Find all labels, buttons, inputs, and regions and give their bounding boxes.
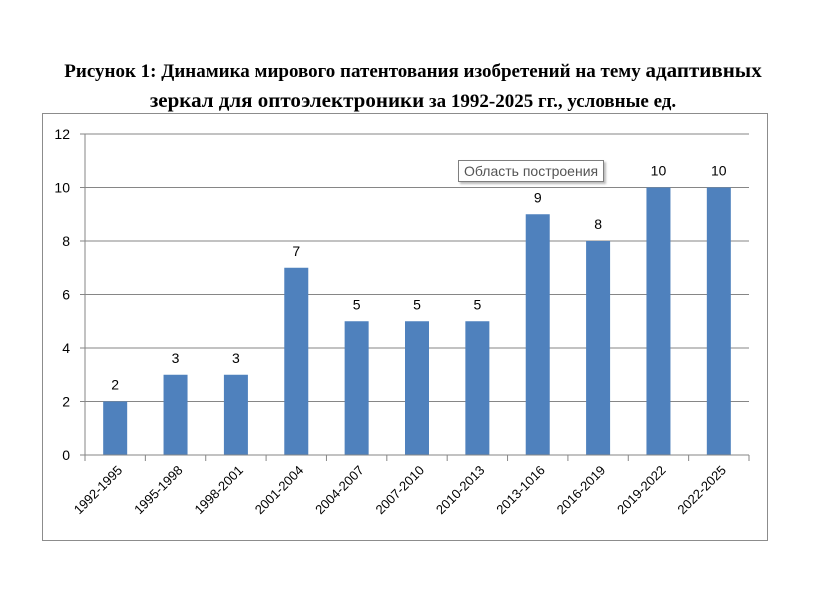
data-label: 3	[172, 350, 180, 366]
bar	[163, 374, 188, 455]
bar	[103, 401, 128, 455]
chart-title-line-1: Рисунок 1: Динамика мирового патентовани…	[0, 58, 826, 83]
bar	[223, 374, 248, 455]
bar	[284, 267, 309, 455]
y-tick-label: 6	[62, 287, 70, 303]
bar	[344, 321, 369, 455]
y-tick-label: 8	[62, 233, 70, 249]
chart-area-border[interactable]	[42, 113, 768, 541]
data-label: 9	[534, 189, 542, 205]
data-label: 10	[711, 163, 727, 179]
y-tick-label: 12	[54, 126, 70, 142]
y-tick-label: 4	[62, 340, 70, 356]
y-tick-label: 10	[54, 180, 70, 196]
plot-area-tooltip: Область построения	[458, 160, 605, 182]
title-line-1-text: Рисунок 1: Динамика мирового патентовани…	[64, 61, 646, 82]
bar	[465, 321, 490, 455]
bar	[525, 214, 550, 455]
data-label: 5	[413, 296, 421, 312]
y-tick-label: 0	[62, 447, 70, 463]
data-label: 8	[594, 216, 602, 232]
title-line-1-emphasis: адаптивных	[645, 58, 762, 82]
y-tick-label: 2	[62, 394, 70, 410]
data-label: 10	[651, 163, 667, 179]
data-label: 7	[292, 243, 300, 259]
bar	[706, 187, 731, 455]
data-label: 5	[473, 296, 481, 312]
data-label: 2	[111, 377, 119, 393]
bar	[646, 187, 671, 455]
title-line-2-emphasis: зеркал для оптоэлектроники	[149, 88, 425, 112]
chart-title-line-2: зеркал для оптоэлектроники за 1992-2025 …	[0, 88, 826, 113]
title-line-2-text: за 1992-2025 гг., условные ед.	[424, 91, 677, 112]
bar	[405, 321, 429, 455]
bar	[586, 241, 611, 455]
data-label: 5	[353, 296, 361, 312]
data-label: 3	[232, 350, 240, 366]
